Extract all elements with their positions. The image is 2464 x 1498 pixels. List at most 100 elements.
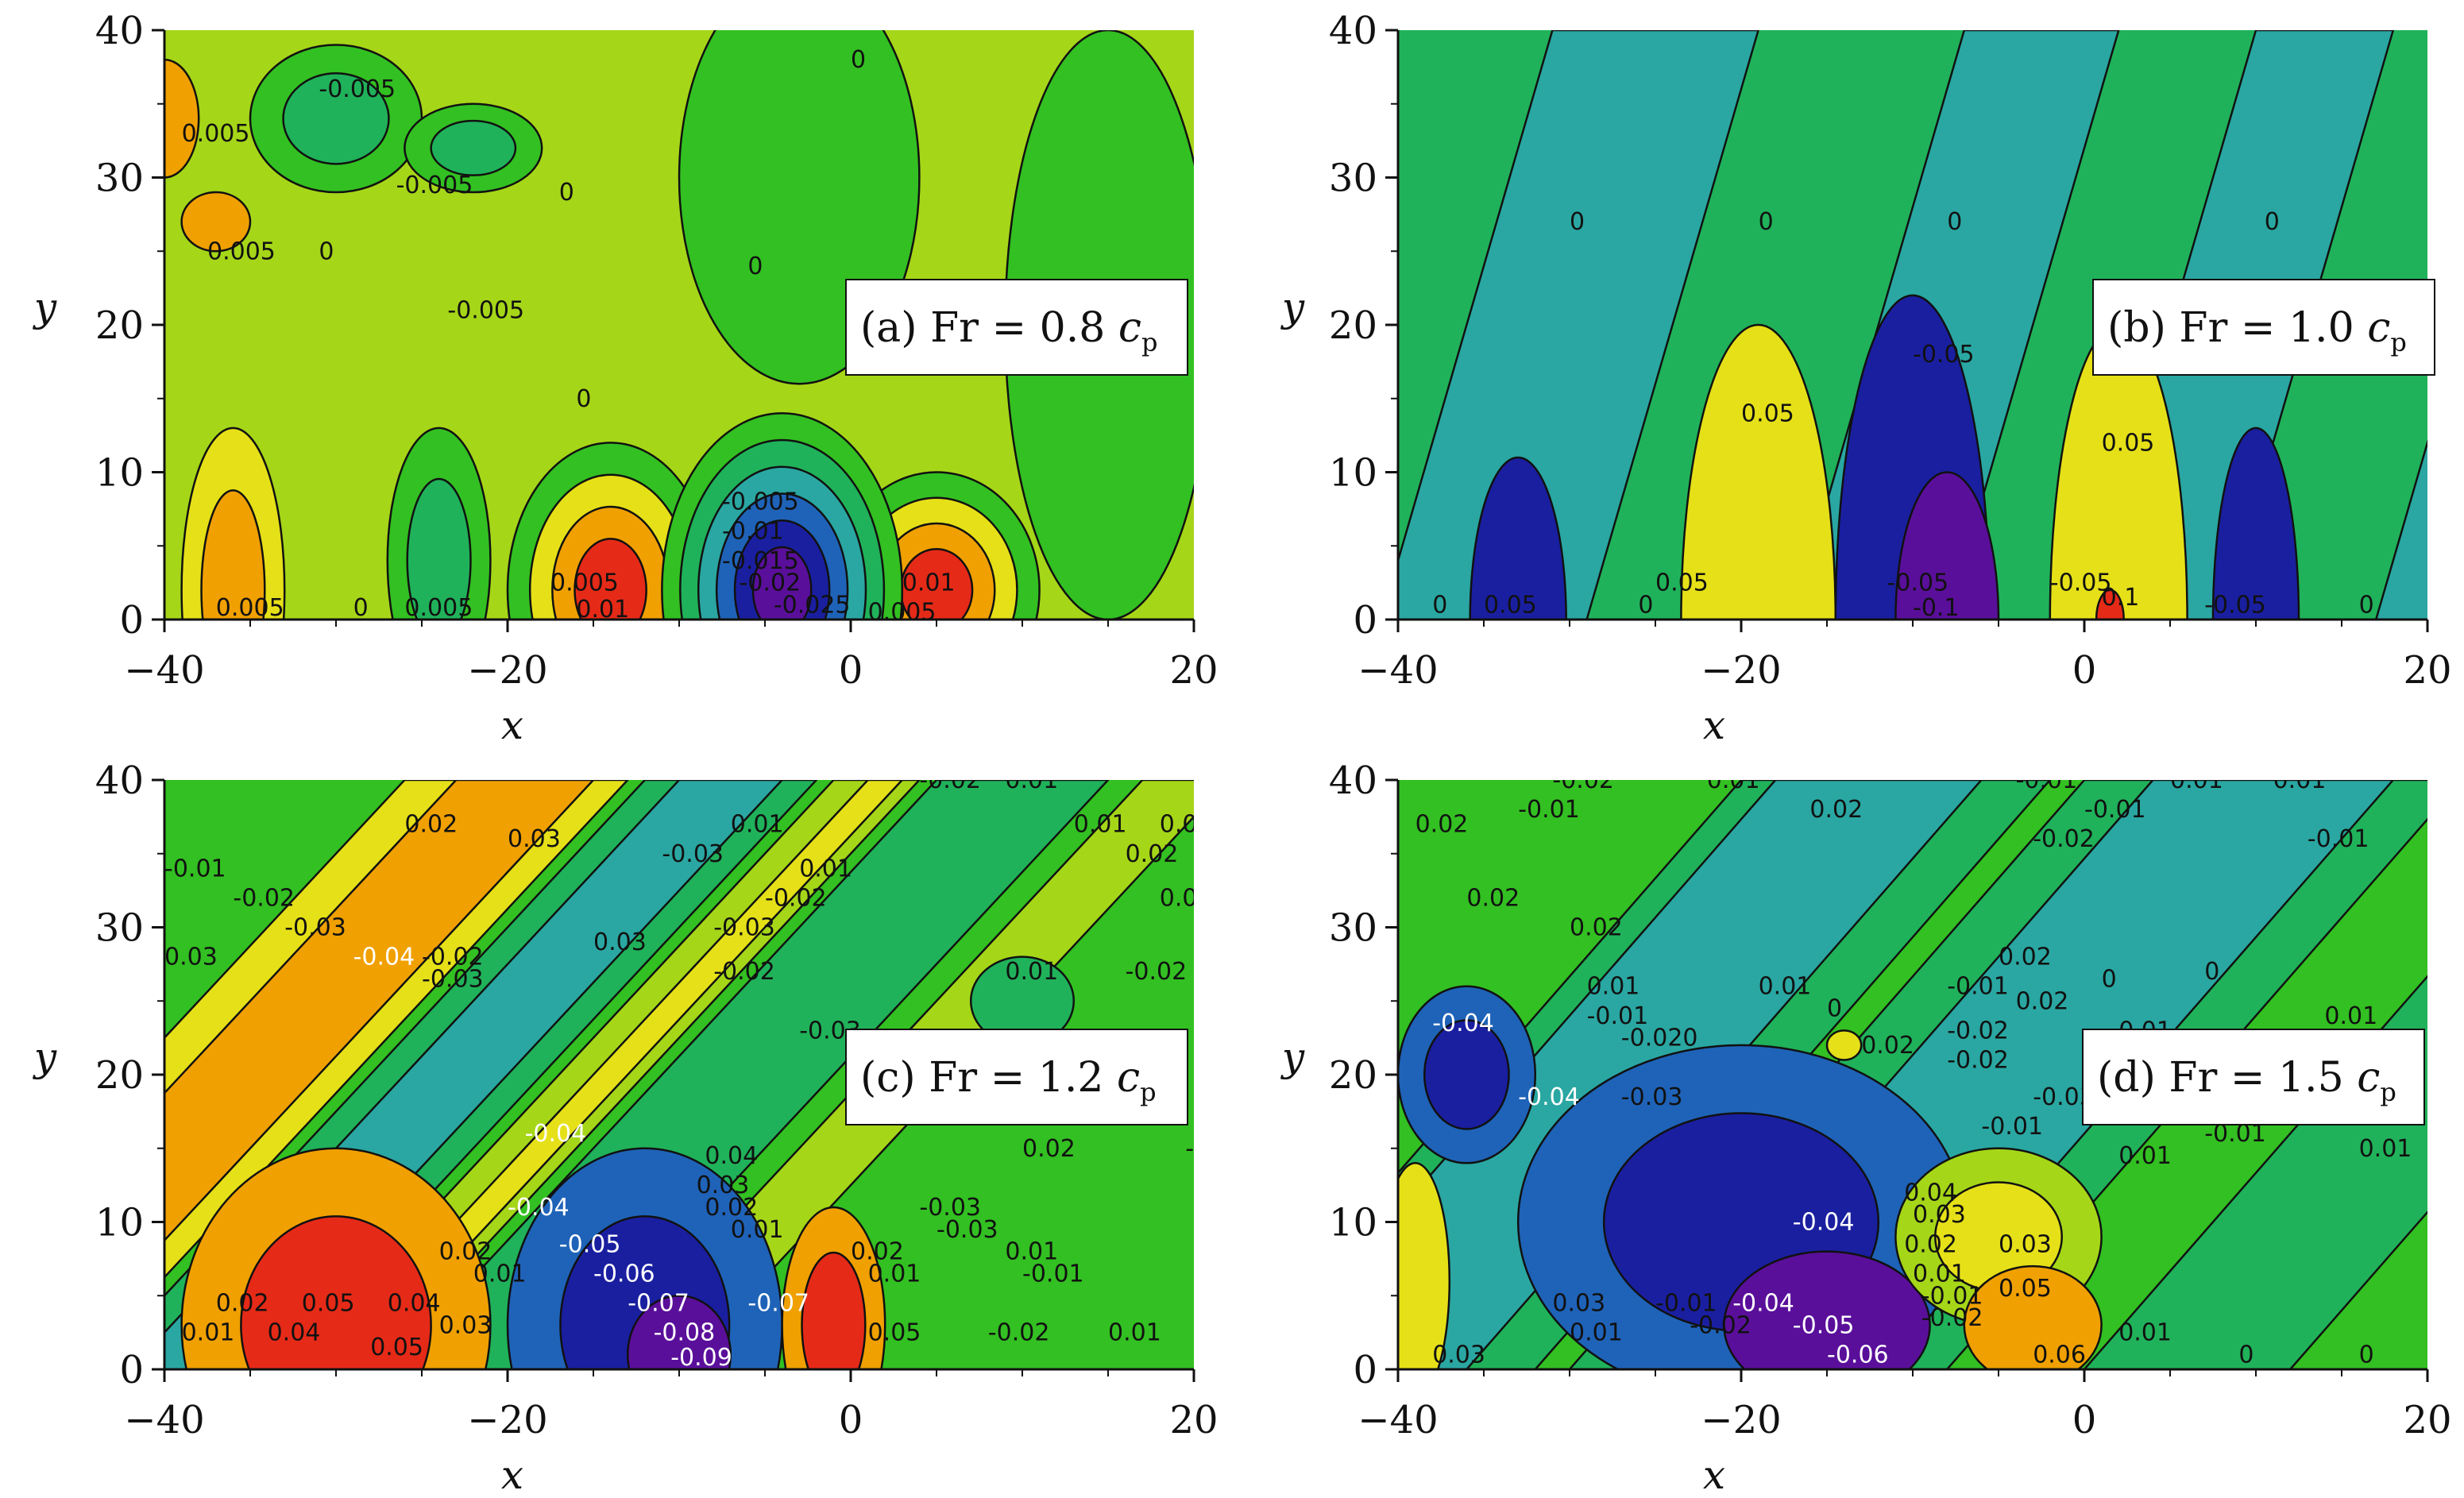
- y-tick-label: 10: [1329, 451, 1377, 496]
- contour-label: -0.06: [1827, 1341, 1889, 1369]
- contour-label: 0.02: [404, 811, 458, 839]
- contour-label: 0.02: [216, 1290, 269, 1318]
- contour-label: -0.02: [740, 569, 801, 597]
- contour-label: 0: [1947, 208, 1962, 236]
- contour-label: -0.02: [713, 958, 775, 986]
- contour-label: -0.005: [396, 172, 473, 199]
- contour-label: -0.05: [559, 1230, 621, 1258]
- contour-label: 0: [1194, 385, 1209, 413]
- contour-label: 0: [1759, 208, 1774, 236]
- contour-region: [1398, 1162, 1451, 1369]
- contour-label: 0.005: [216, 594, 284, 622]
- contour-label: -0.01: [164, 855, 226, 882]
- contour-label: 0.02: [1160, 884, 1213, 912]
- contour-label: 0.02: [1861, 1032, 1914, 1060]
- contour-region: [406, 477, 472, 620]
- contour-label: -0.09: [670, 1344, 732, 1372]
- contour-region: [180, 191, 252, 253]
- contour-label: -0.01: [1981, 1113, 2043, 1141]
- contour-label: 0: [1638, 591, 1653, 619]
- contour-label: 0: [2238, 1341, 2254, 1369]
- x-tick-label: −40: [124, 1398, 204, 1442]
- y-tick-label: 20: [1329, 303, 1377, 348]
- x-tick-label: −40: [1358, 1398, 1438, 1442]
- contour-label: 0.01: [1074, 811, 1127, 839]
- contour-label: -0.01: [1947, 973, 2009, 1001]
- contour-label: 0.02: [1809, 796, 1863, 824]
- plot-area: 0.020.03-0.01-0.02-0.030.03 -0.04 -0.02-0.…: [164, 766, 1213, 1372]
- contour-label: -0.005: [447, 296, 524, 324]
- contour-label: -0.02: [1126, 958, 1188, 986]
- contour-label: 0.03: [1432, 1341, 1485, 1369]
- contour-band: [1398, 30, 1759, 620]
- contour-label: 0.02: [851, 1238, 904, 1266]
- contour-region: [282, 71, 390, 165]
- panel-label: (b) Fr = 1.0 cp: [2107, 304, 2407, 357]
- x-axis-title: x: [1703, 1452, 1725, 1495]
- contour-label: -0.02: [1921, 1304, 1983, 1332]
- contour-label: -0.06: [593, 1260, 655, 1288]
- contour-label: -0.02: [919, 766, 981, 794]
- contour-label: -0.01: [722, 518, 784, 546]
- x-tick-label: 20: [2403, 648, 2451, 693]
- contour-band: [164, 780, 629, 1279]
- panel-label-box: [845, 1029, 1188, 1125]
- contour-label: -0.1: [1913, 594, 1960, 622]
- contour-label: 0.04: [388, 1290, 441, 1318]
- contour-region: [1825, 1029, 1863, 1061]
- contour-label: -0.01: [2308, 825, 2369, 853]
- y-tick-label: 30: [1329, 906, 1377, 951]
- contour-label: 0.01: [1707, 766, 1760, 794]
- x-tick-label: 0: [839, 648, 863, 693]
- contour-label: -0.05: [1887, 569, 1949, 597]
- contour-label: 0: [2359, 591, 2374, 619]
- contour-label: 0.005: [404, 594, 473, 622]
- contour-label: 0.01: [1005, 958, 1058, 986]
- contour-label: 0.03: [1999, 1230, 2052, 1258]
- contour-label: 0.01: [2324, 1002, 2377, 1030]
- contour-label: 0.06: [2033, 1341, 2086, 1369]
- contour-label: -0.04: [508, 1194, 570, 1222]
- x-axis-title: x: [501, 702, 523, 748]
- contour-label: 0.01: [576, 596, 629, 624]
- contour-label: 0.03: [439, 1311, 492, 1339]
- contour-label: -0.015: [722, 547, 799, 575]
- contour-label: 0.03: [1913, 1201, 1966, 1229]
- contour-label: -0.005: [722, 488, 799, 516]
- y-tick-label: 40: [1329, 759, 1377, 803]
- y-tick-label: 30: [95, 906, 144, 951]
- panel-b: 0 0 0 00 0 00-0.050.050.050.050.05 -0.05-0.1-0…: [1280, 9, 2452, 748]
- y-tick-label: 40: [95, 9, 144, 53]
- y-tick-label: 20: [95, 303, 144, 348]
- contour-band: [2374, 438, 2427, 620]
- y-tick-label: 30: [95, 156, 144, 201]
- contour-label: 0.01: [902, 569, 956, 597]
- panel-label-box: [2092, 279, 2435, 376]
- panel-label: (c) Fr = 1.2 cp: [860, 1054, 1157, 1107]
- y-tick-label: 10: [95, 1201, 144, 1245]
- contour-label: -0.05: [1793, 1311, 1855, 1339]
- y-tick-label: 20: [95, 1053, 144, 1098]
- contour-region: [1469, 456, 1567, 620]
- y-tick-label: 40: [1329, 9, 1377, 53]
- contour-label: 0.04: [268, 1319, 321, 1347]
- contour-label: 0: [1827, 995, 1842, 1023]
- contour-label: -0.04: [525, 1120, 587, 1148]
- y-tick-label: 10: [95, 451, 144, 496]
- contour-region: [1963, 1264, 2103, 1369]
- y-tick-label: 40: [95, 759, 144, 803]
- contour-label: 0.01: [1160, 811, 1213, 839]
- contour-label: -0.03: [919, 1194, 981, 1222]
- x-tick-label: −20: [467, 1398, 547, 1442]
- contour-label: 0.05: [2102, 429, 2155, 457]
- x-tick-label: 20: [2403, 1398, 2451, 1442]
- y-tick-label: 30: [1329, 156, 1377, 201]
- x-tick-label: −40: [124, 648, 204, 693]
- contour-label: 0.05: [1655, 569, 1709, 597]
- contour-region: [1423, 1019, 1510, 1130]
- contour-label: 0.02: [1570, 914, 1623, 942]
- contour-label: 0.05: [302, 1290, 355, 1318]
- contour-label: 0.01: [2359, 1135, 2412, 1163]
- contour-label: 0.01: [1108, 1319, 1161, 1347]
